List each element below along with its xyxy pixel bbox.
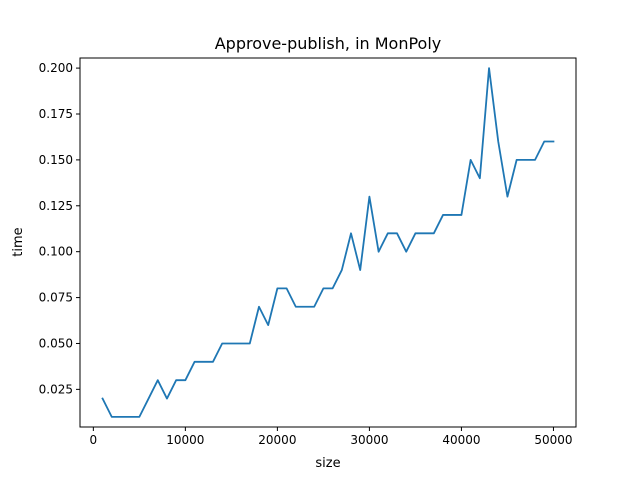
x-tick-label: 10000 [166,433,204,447]
plot-area-frame [79,57,577,428]
x-tick-label: 0 [90,433,98,447]
x-tick-label: 50000 [534,433,572,447]
x-axis-ticks: 0 10000 20000 30000 40000 50000 [90,427,573,447]
y-tick-label: 0.075 [39,291,73,305]
chart-title: Approve-publish, in MonPoly [215,34,442,53]
y-axis-label: time [11,227,26,256]
y-tick-label: 0.175 [39,107,73,121]
y-tick-label: 0.150 [39,153,73,167]
x-tick-label: 40000 [442,433,480,447]
y-tick-label: 0.100 [39,245,73,259]
line-layer [101,67,555,418]
y-tick-label: 0.200 [39,61,73,75]
y-tick-label: 0.025 [39,382,73,396]
y-axis-ticks: 0.025 0.050 0.075 0.100 0.125 0.150 0.175 0.200 [39,61,80,396]
x-tick-label: 20000 [258,433,296,447]
series-line [101,67,555,418]
y-tick-label: 0.125 [39,199,73,213]
x-tick-label: 30000 [350,433,388,447]
y-tick-label: 0.050 [39,336,73,350]
x-axis-label: size [315,456,340,471]
